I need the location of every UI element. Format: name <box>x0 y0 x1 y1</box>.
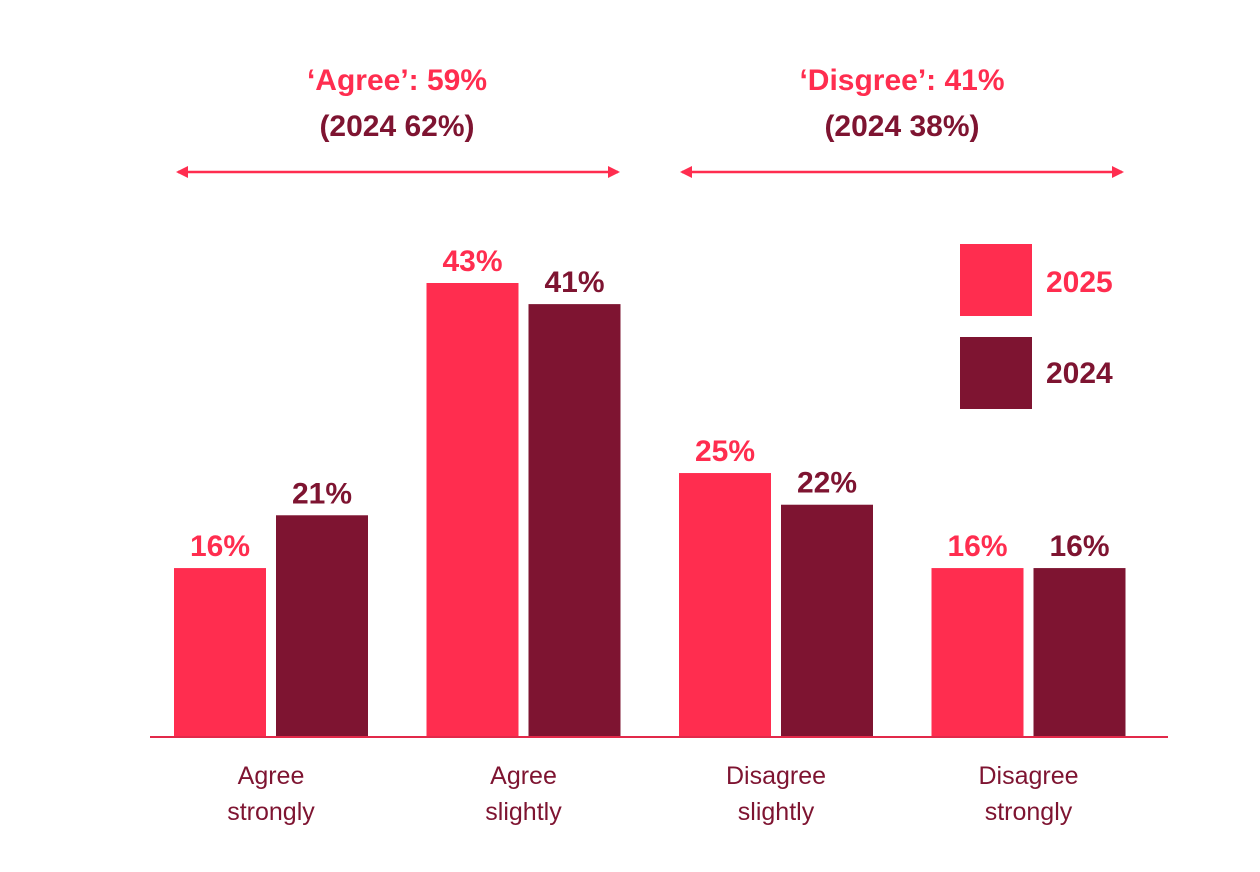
legend-label-2024: 2024 <box>1046 357 1113 390</box>
legend-label-2025: 2025 <box>1046 266 1113 299</box>
disagree-summary-previous: (2024 38%) <box>824 110 979 143</box>
data-label-2025-4: 16% <box>947 530 1007 563</box>
bar-2025-1 <box>174 568 266 737</box>
data-label-2024-4: 16% <box>1049 530 1109 563</box>
bar-2025-3 <box>679 473 771 737</box>
bar-2024-1 <box>276 515 368 737</box>
category-label-2-line-1: Agree <box>490 762 557 790</box>
data-label-2024-3: 22% <box>797 467 857 500</box>
data-label-2024-1: 21% <box>292 477 352 510</box>
bar-2025-2 <box>426 283 519 737</box>
bar-2024-3 <box>781 504 873 737</box>
bar-2024-4 <box>1033 568 1126 737</box>
legend-swatch-2025 <box>960 244 1032 316</box>
agree-summary-previous: (2024 62%) <box>319 110 474 143</box>
bar-marks: 16% 21% Agree strongly 43% 41% Agree slightly 25… <box>174 245 1126 826</box>
disagree-summary-headline: ‘Disgree’: 41% <box>799 64 1004 97</box>
category-label-1-line-1: Agree <box>238 762 305 790</box>
data-label-2025-3: 25% <box>695 435 755 468</box>
legend: 2025 2024 <box>960 244 1113 409</box>
data-label-2024-2: 41% <box>544 266 604 299</box>
category-label-2-line-2: slightly <box>485 798 562 826</box>
data-label-2025-1: 16% <box>190 530 250 563</box>
legend-swatch-2024 <box>960 337 1032 409</box>
category-label-4-line-1: Disagree <box>978 762 1078 790</box>
bar-2024-2 <box>528 304 621 737</box>
data-label-2025-2: 43% <box>442 245 502 278</box>
category-label-3-line-1: Disagree <box>726 762 826 790</box>
bar-2025-4 <box>931 568 1024 737</box>
agree-summary-headline: ‘Agree’: 59% <box>307 64 487 97</box>
category-label-1-line-2: strongly <box>227 798 315 826</box>
category-label-3-line-2: slightly <box>738 798 815 826</box>
category-label-4-line-2: strongly <box>985 798 1073 826</box>
